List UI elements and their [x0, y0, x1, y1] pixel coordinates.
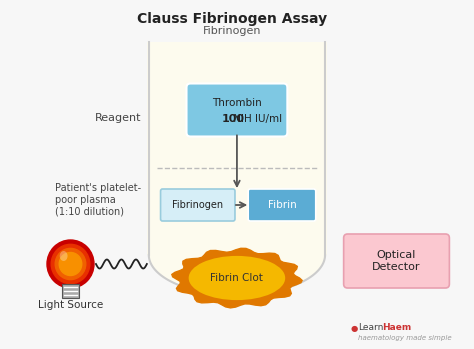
Text: NIH IU/ml: NIH IU/ml	[230, 114, 282, 124]
Text: ●: ●	[350, 324, 358, 333]
Text: Fibrinogen: Fibrinogen	[203, 26, 261, 36]
FancyBboxPatch shape	[186, 83, 287, 136]
Bar	[149, 42, 325, 255]
Text: 100: 100	[221, 114, 244, 124]
FancyBboxPatch shape	[344, 234, 449, 288]
Circle shape	[51, 244, 90, 284]
Text: Patient's platelet-
poor plasma
(1:10 dilution): Patient's platelet- poor plasma (1:10 di…	[55, 184, 141, 217]
FancyBboxPatch shape	[248, 189, 316, 221]
Text: Fibrin Clot: Fibrin Clot	[210, 273, 264, 283]
Text: Learn: Learn	[358, 324, 384, 333]
Text: haematology made simple: haematology made simple	[358, 335, 452, 341]
Bar	[147, 42, 327, 255]
FancyBboxPatch shape	[62, 284, 79, 298]
Ellipse shape	[149, 215, 325, 295]
Text: Clauss Fibrinogen Assay: Clauss Fibrinogen Assay	[137, 12, 327, 26]
Ellipse shape	[189, 256, 285, 300]
Text: Thrombin: Thrombin	[212, 98, 262, 108]
Text: Fibrinogen: Fibrinogen	[172, 200, 223, 210]
Circle shape	[55, 248, 86, 280]
Circle shape	[47, 240, 94, 288]
Text: Light Source: Light Source	[38, 300, 103, 310]
Ellipse shape	[60, 251, 68, 261]
Polygon shape	[172, 248, 302, 308]
Text: Optical
Detector: Optical Detector	[372, 250, 421, 272]
Text: Haem: Haem	[382, 324, 411, 333]
Circle shape	[59, 252, 82, 275]
Text: Fibrin: Fibrin	[268, 200, 296, 210]
FancyBboxPatch shape	[161, 189, 235, 221]
Text: Reagent: Reagent	[94, 113, 141, 123]
